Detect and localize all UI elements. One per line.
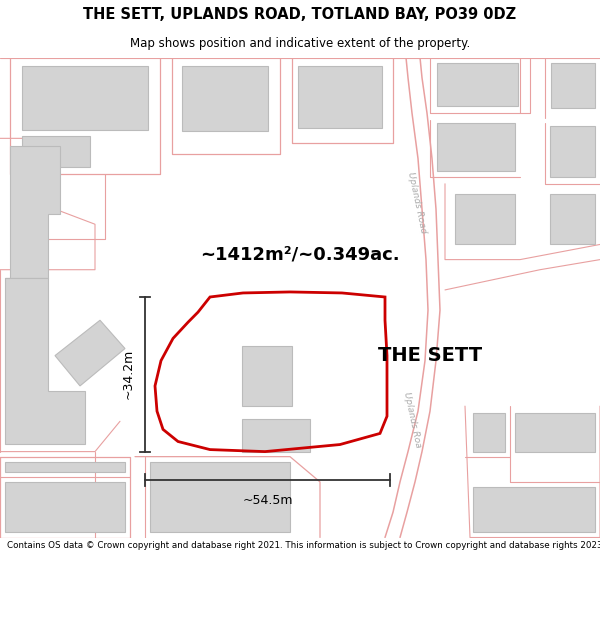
Polygon shape [550, 194, 595, 244]
Polygon shape [437, 123, 515, 171]
Polygon shape [22, 136, 90, 167]
Polygon shape [437, 62, 518, 106]
Polygon shape [22, 66, 148, 130]
Text: ~34.2m: ~34.2m [122, 349, 135, 399]
Polygon shape [515, 413, 595, 452]
Polygon shape [182, 66, 268, 131]
Polygon shape [5, 482, 125, 532]
Polygon shape [551, 62, 595, 108]
Polygon shape [5, 462, 125, 472]
Polygon shape [550, 126, 595, 177]
Polygon shape [5, 278, 85, 444]
Polygon shape [55, 320, 125, 386]
Text: Uplands Road: Uplands Road [406, 171, 428, 234]
Polygon shape [473, 487, 595, 532]
Text: ~1412m²/~0.349ac.: ~1412m²/~0.349ac. [200, 246, 400, 264]
Text: Uplands Roa: Uplands Roa [401, 391, 422, 448]
Polygon shape [5, 146, 60, 278]
Polygon shape [242, 419, 310, 452]
Polygon shape [298, 66, 382, 128]
Polygon shape [150, 462, 290, 532]
Text: THE SETT, UPLANDS ROAD, TOTLAND BAY, PO39 0DZ: THE SETT, UPLANDS ROAD, TOTLAND BAY, PO3… [83, 7, 517, 22]
Polygon shape [455, 194, 515, 244]
Text: THE SETT: THE SETT [378, 346, 482, 365]
Text: Contains OS data © Crown copyright and database right 2021. This information is : Contains OS data © Crown copyright and d… [7, 541, 600, 550]
Polygon shape [473, 413, 505, 452]
Polygon shape [242, 346, 292, 406]
Text: ~54.5m: ~54.5m [242, 494, 293, 507]
Text: Map shows position and indicative extent of the property.: Map shows position and indicative extent… [130, 37, 470, 49]
